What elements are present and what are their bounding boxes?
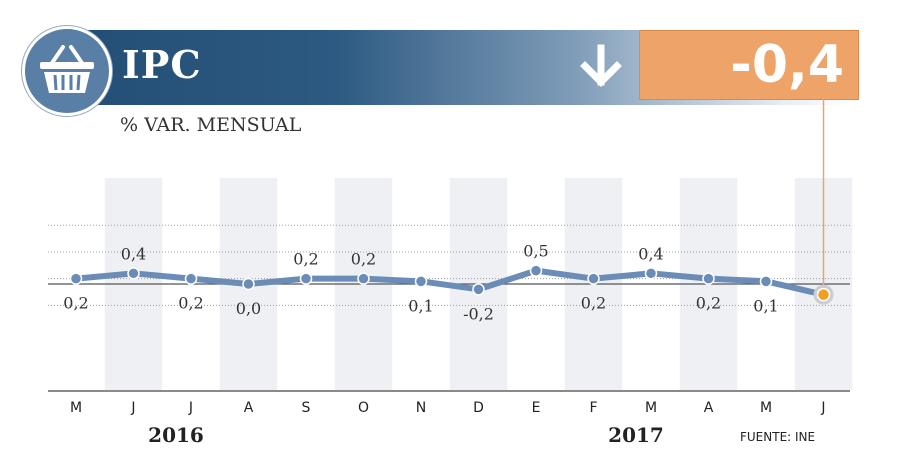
data-label: 0,1 xyxy=(753,296,778,315)
x-tick-label: J xyxy=(820,400,825,416)
x-tick-label: E xyxy=(532,400,541,416)
logo-badge xyxy=(22,26,112,116)
data-point xyxy=(587,272,600,285)
data-label: 0,4 xyxy=(121,244,146,263)
data-label: 0,2 xyxy=(696,294,721,313)
data-point xyxy=(702,272,715,285)
data-point xyxy=(242,277,255,291)
shopping-basket-icon xyxy=(40,45,94,93)
down-arrow-icon xyxy=(580,44,622,87)
data-point xyxy=(184,272,198,285)
x-tick-label: D xyxy=(473,400,484,416)
data-point xyxy=(472,283,485,296)
x-tick-label: N xyxy=(416,400,426,416)
data-label: 0,0 xyxy=(236,299,261,318)
data-label: 0,2 xyxy=(293,250,318,269)
current-value: -0,4 xyxy=(730,35,844,95)
data-point xyxy=(759,275,773,288)
x-tick-label: J xyxy=(188,400,193,416)
data-point xyxy=(414,275,428,288)
data-point xyxy=(644,267,658,280)
highlight-point xyxy=(816,287,831,302)
data-point xyxy=(357,272,370,285)
data-label: 0,4 xyxy=(638,244,663,263)
data-label: 0,1 xyxy=(408,296,433,315)
x-tick-label: F xyxy=(589,400,597,416)
data-label: 0,2 xyxy=(581,294,606,313)
year-label: 2016 xyxy=(148,423,204,447)
data-point xyxy=(69,272,83,285)
data-label: -0,2 xyxy=(463,304,494,323)
series-line xyxy=(73,267,827,298)
data-point xyxy=(127,267,140,280)
x-tick-label: M xyxy=(760,400,772,416)
data-label: 0,5 xyxy=(523,242,548,261)
x-tick-label: J xyxy=(130,400,135,416)
data-label: 0,2 xyxy=(351,250,376,269)
data-point xyxy=(299,272,313,285)
chart-title: IPC xyxy=(122,42,202,87)
data-point xyxy=(529,264,543,277)
current-value-box: -0,4 xyxy=(639,30,859,100)
data-label: 0,2 xyxy=(63,294,88,313)
data-label: 0,2 xyxy=(178,294,203,313)
source-note: FUENTE: INE xyxy=(740,430,816,444)
x-tick-label: A xyxy=(244,400,254,416)
year-label: 2017 xyxy=(608,423,664,447)
y-axis-label: % VAR. MENSUAL xyxy=(120,114,302,136)
x-tick-label: A xyxy=(704,400,714,416)
x-tick-label: M xyxy=(70,400,82,416)
x-tick-label: S xyxy=(302,400,311,416)
x-tick-label: O xyxy=(358,400,369,416)
x-tick-label: M xyxy=(645,400,657,416)
